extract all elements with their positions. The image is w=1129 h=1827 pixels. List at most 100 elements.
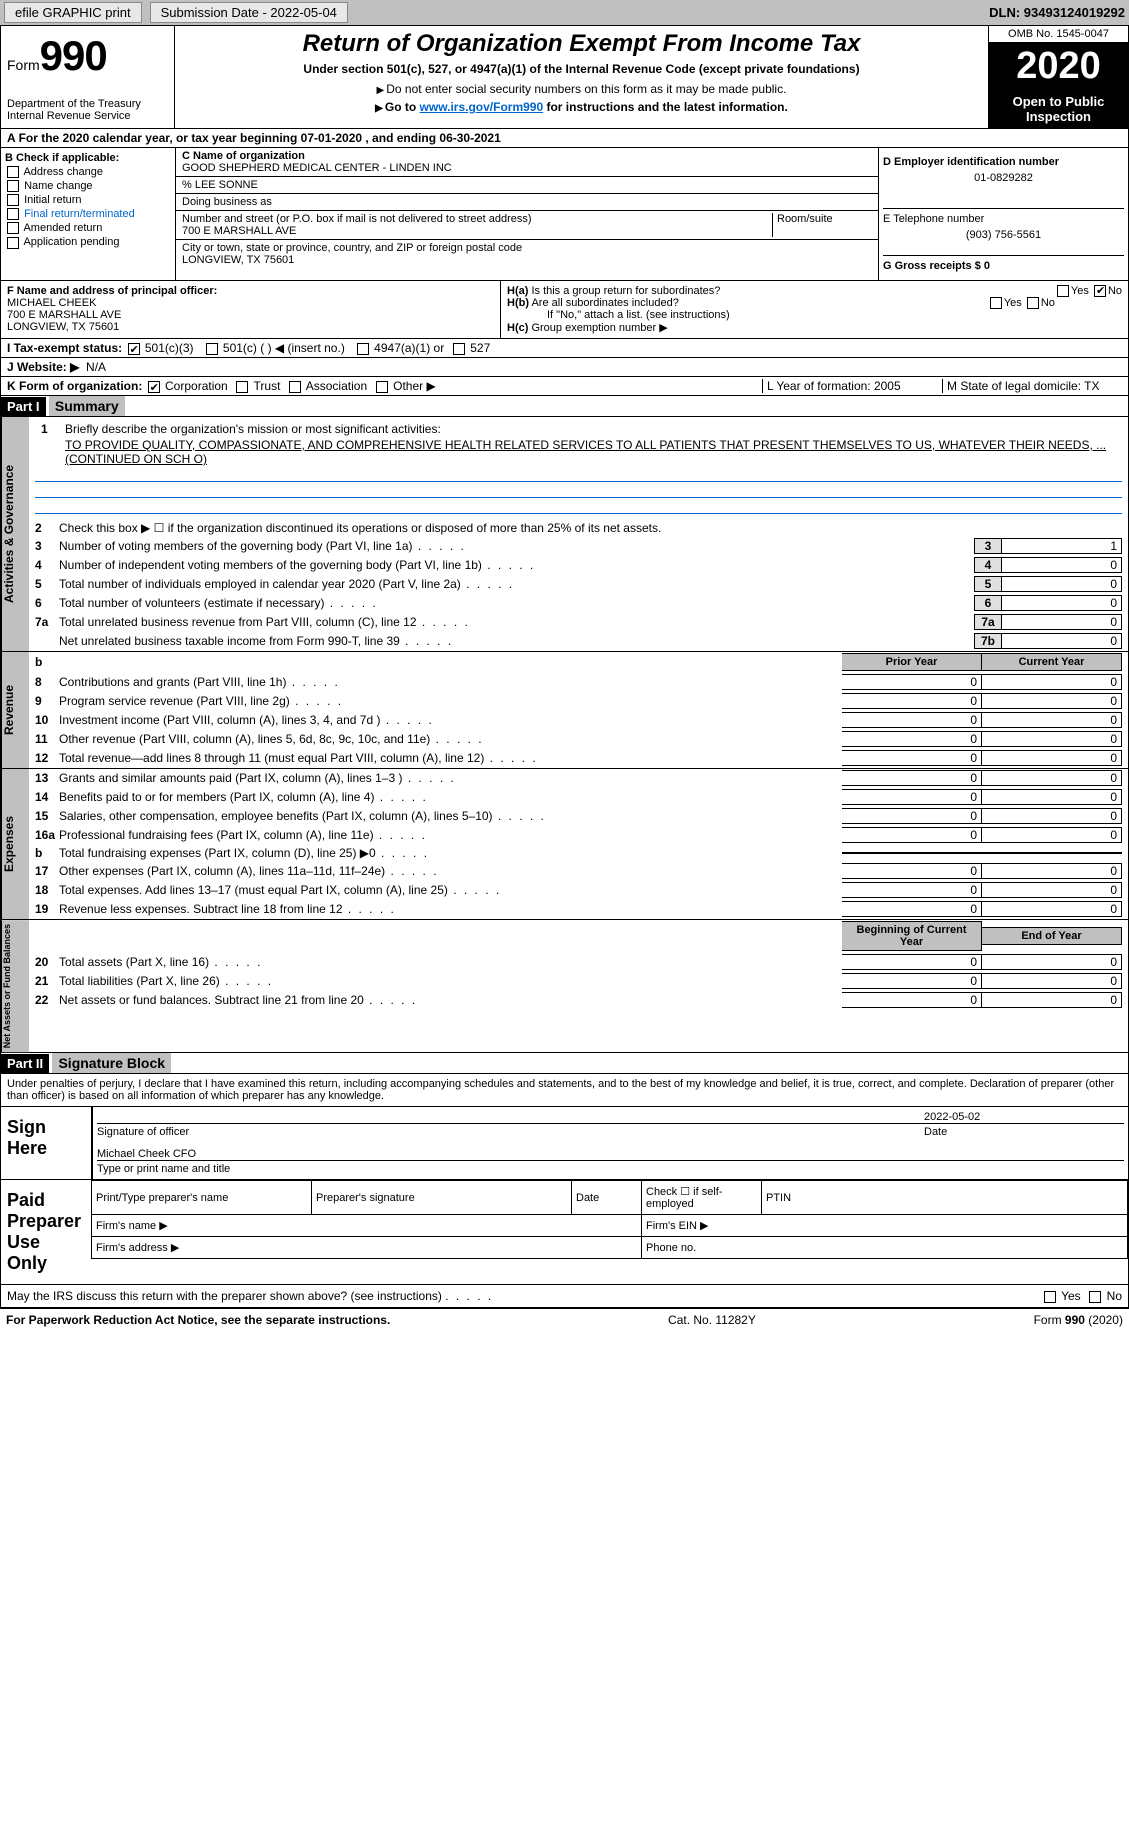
prep-sig-label: Preparer's signature	[312, 1181, 572, 1215]
table-row: 9Program service revenue (Part VIII, lin…	[29, 692, 1128, 711]
box-c: C Name of organizationGOOD SHEPHERD MEDI…	[176, 148, 878, 280]
table-row: 13Grants and similar amounts paid (Part …	[29, 769, 1128, 788]
table-row: 14Benefits paid to or for members (Part …	[29, 788, 1128, 807]
table-row: 7aTotal unrelated business revenue from …	[29, 613, 1128, 632]
ha-text: Is this a group return for subordinates?	[531, 285, 720, 297]
type-name-label: Type or print name and title	[97, 1163, 1124, 1175]
footer-left: For Paperwork Reduction Act Notice, see …	[6, 1313, 390, 1327]
hb-text: Are all subordinates included?	[531, 297, 678, 309]
date-label: Date	[924, 1126, 1124, 1138]
phone-value: (903) 756-5561	[883, 229, 1124, 241]
cb-corp[interactable]	[148, 381, 160, 393]
ein-value: 01-0829282	[883, 172, 1124, 184]
inspection-label: Open to Public Inspection	[989, 90, 1128, 128]
c-name-label: C Name of organization	[182, 150, 305, 162]
website-value: N/A	[86, 360, 106, 374]
period-text: For the 2020 calendar year, or tax year …	[19, 131, 501, 145]
sig-date: 2022-05-02	[924, 1111, 1124, 1123]
tax-status-label: I Tax-exempt status:	[7, 341, 122, 355]
efile-button[interactable]: efile GRAPHIC print	[4, 2, 142, 23]
q2-text: Check this box ▶ ☐ if the organization d…	[59, 521, 1122, 535]
row-i: I Tax-exempt status: 501(c)(3) 501(c) ( …	[0, 339, 1129, 358]
gross-receipts: G Gross receipts $ 0	[883, 260, 990, 272]
form-id-box: Form990 Department of the Treasury Inter…	[0, 25, 175, 129]
table-row: 19Revenue less expenses. Subtract line 1…	[29, 900, 1128, 919]
cb-label: Initial return	[24, 194, 81, 206]
firm-addr-label: Firm's address ▶	[92, 1237, 642, 1259]
phone-label: Phone no.	[642, 1237, 1128, 1259]
col-prior: Prior Year	[842, 653, 982, 671]
cb-app-pending[interactable]: Application pending	[5, 236, 171, 248]
section-fh: F Name and address of principal officer:…	[0, 281, 1129, 339]
cb-4947[interactable]	[357, 343, 369, 355]
opt-trust: Trust	[254, 379, 281, 393]
footer-mid: Cat. No. 11282Y	[668, 1313, 756, 1327]
penalty-text: Under penalties of perjury, I declare th…	[1, 1074, 1128, 1106]
form-org-label: K Form of organization:	[7, 379, 142, 393]
table-row: 12Total revenue—add lines 8 through 11 (…	[29, 749, 1128, 768]
table-row: 8Contributions and grants (Part VIII, li…	[29, 673, 1128, 692]
topbar: efile GRAPHIC print Submission Date - 20…	[0, 0, 1129, 25]
irs-link[interactable]: www.irs.gov/Form990	[420, 100, 544, 114]
table-row: 16aProfessional fundraising fees (Part I…	[29, 826, 1128, 845]
hb-yes-checkbox[interactable]	[990, 297, 1002, 309]
cb-501c3[interactable]	[128, 343, 140, 355]
sig-officer-label: Signature of officer	[97, 1126, 924, 1138]
ein-label: D Employer identification number	[883, 156, 1059, 168]
cb-address-change[interactable]: Address change	[5, 166, 171, 178]
year-box: OMB No. 1545-0047 2020 Open to Public In…	[989, 25, 1129, 129]
form-word: Form	[7, 57, 40, 73]
table-row: 21Total liabilities (Part X, line 26) 00	[29, 972, 1128, 991]
cb-527[interactable]	[453, 343, 465, 355]
cb-amended[interactable]: Amended return	[5, 222, 171, 234]
cb-assoc[interactable]	[289, 381, 301, 393]
hb-no-checkbox[interactable]	[1027, 297, 1039, 309]
table-row: 10Investment income (Part VIII, column (…	[29, 711, 1128, 730]
city-value: LONGVIEW, TX 75601	[182, 254, 294, 266]
table-row: 4Number of independent voting members of…	[29, 556, 1128, 575]
form-note-2: Go to www.irs.gov/Form990 for instructio…	[183, 100, 980, 114]
yes-label: Yes	[1061, 1289, 1081, 1303]
ha-no-checkbox[interactable]	[1094, 285, 1106, 297]
box-b-title: B Check if applicable:	[5, 152, 119, 164]
submission-date-button[interactable]: Submission Date - 2022-05-04	[150, 2, 348, 23]
dept-label: Department of the Treasury Internal Reve…	[7, 98, 168, 122]
part1-governance: Activities & Governance 1Briefly describ…	[0, 417, 1129, 652]
opt-501c: 501(c) ( ) ◀ (insert no.)	[223, 341, 345, 355]
col-begin: Beginning of Current Year	[842, 921, 982, 951]
dln-label: DLN: 93493124019292	[989, 5, 1125, 20]
box-f: F Name and address of principal officer:…	[1, 281, 501, 338]
cb-other[interactable]	[376, 381, 388, 393]
city-label: City or town, state or province, country…	[182, 242, 522, 254]
cb-name-change[interactable]: Name change	[5, 180, 171, 192]
form-note-1: Do not enter social security numbers on …	[183, 82, 980, 96]
title-box: Return of Organization Exempt From Incom…	[175, 25, 989, 129]
ha-yes-checkbox[interactable]	[1057, 285, 1069, 297]
part1-title: Summary	[49, 396, 125, 416]
year-formation: L Year of formation: 2005	[762, 379, 942, 393]
no-label: No	[1108, 285, 1122, 297]
part1-expenses: Expenses 13Grants and similar amounts pa…	[0, 769, 1129, 920]
state-domicile: M State of legal domicile: TX	[942, 379, 1122, 393]
street-label: Number and street (or P.O. box if mail i…	[182, 213, 532, 225]
table-row: 22Net assets or fund balances. Subtract …	[29, 991, 1128, 1010]
vlabel-revenue: Revenue	[1, 652, 29, 768]
box-h: H(a) Is this a group return for subordin…	[501, 281, 1128, 338]
care-of: % LEE SONNE	[176, 177, 878, 194]
firm-name-label: Firm's name ▶	[92, 1215, 642, 1237]
cb-final-return[interactable]: Final return/terminated	[5, 208, 171, 220]
may-irs-no[interactable]	[1089, 1291, 1101, 1303]
may-irs-text: May the IRS discuss this return with the…	[7, 1289, 442, 1303]
cb-501c[interactable]	[206, 343, 218, 355]
cb-trust[interactable]	[236, 381, 248, 393]
table-row: 18Total expenses. Add lines 13–17 (must …	[29, 881, 1128, 900]
hc-text: Group exemption number ▶	[531, 322, 667, 334]
table-row: 17Other expenses (Part IX, column (A), l…	[29, 862, 1128, 881]
org-name: GOOD SHEPHERD MEDICAL CENTER - LINDEN IN…	[182, 162, 452, 174]
part2-header: Part II Signature Block	[0, 1053, 1129, 1074]
street-value: 700 E MARSHALL AVE	[182, 225, 296, 237]
may-irs-yes[interactable]	[1044, 1291, 1056, 1303]
officer-label: F Name and address of principal officer:	[7, 285, 217, 297]
prep-date-label: Date	[572, 1181, 642, 1215]
cb-initial-return[interactable]: Initial return	[5, 194, 171, 206]
